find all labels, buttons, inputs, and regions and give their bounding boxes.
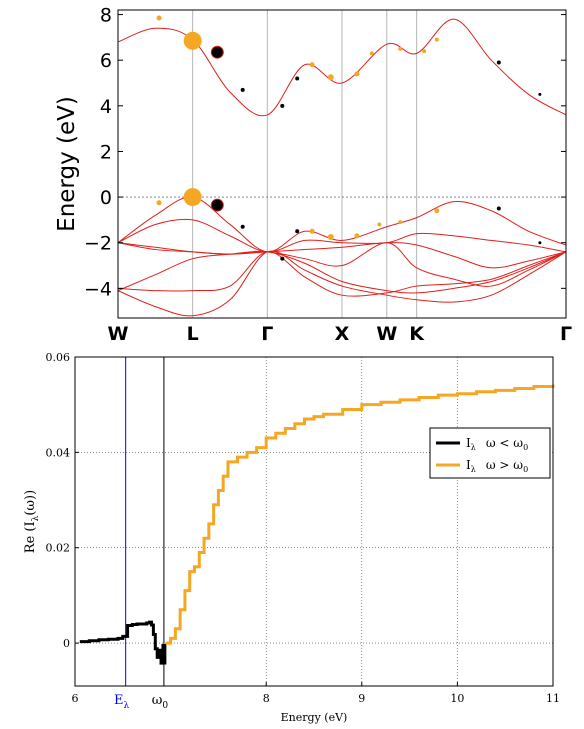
- kpoint-label: K: [409, 323, 425, 345]
- x-tick-label: 8: [263, 692, 270, 705]
- bottom-y-axis-label: Re (Iλ(ω)): [23, 490, 41, 553]
- y-tick-label: 0.06: [46, 351, 71, 364]
- y-label-tail: (ω)): [23, 490, 38, 516]
- band-marker: [354, 233, 360, 239]
- band-marker: [156, 15, 162, 21]
- band-marker: [309, 228, 315, 234]
- band-marker: [434, 37, 439, 42]
- band-line: [117, 242, 567, 287]
- bottom-x-axis-label: Energy (eV): [281, 711, 348, 724]
- bottom-plot-frame: [74, 356, 554, 687]
- legend: Iλ ω < ω0 Iλ ω > ω0: [429, 427, 551, 479]
- bottom-series: [79, 384, 555, 665]
- bottom-x-ticks: 6 8 9 10 11: [72, 682, 560, 705]
- band-marker: [280, 103, 285, 108]
- x-tick-label: 9: [358, 692, 365, 705]
- band-line: [117, 251, 567, 297]
- band-marker: [280, 256, 285, 261]
- top-grid: [118, 10, 566, 318]
- x-tick-label: 10: [450, 692, 464, 705]
- bottom-grid: [75, 356, 553, 686]
- kpoint-label: W: [108, 323, 129, 345]
- band-marker: [210, 45, 224, 59]
- band-line: [117, 250, 567, 294]
- y-tick-label: 0.02: [46, 542, 71, 555]
- y-tick-label: 2: [100, 141, 112, 163]
- y-tick-label: 0: [63, 637, 70, 650]
- top-bands: [117, 18, 567, 317]
- bottom-y-ticks: 0 0.02 0.04 0.06: [46, 351, 79, 650]
- band-marker: [496, 60, 501, 65]
- band-marker: [434, 208, 440, 214]
- y-tick-label: −2: [84, 233, 112, 255]
- y-tick-label: 6: [100, 50, 112, 72]
- band-marker: [156, 200, 162, 206]
- y-tick-label: 4: [100, 96, 112, 118]
- y-tick-label: 8: [100, 5, 112, 27]
- top-markers: [156, 15, 542, 261]
- vline-label: Eλ: [114, 693, 130, 711]
- kpoint-label: Γ: [261, 323, 273, 345]
- x-tick-label: 11: [546, 692, 560, 705]
- kpoint-label: L: [187, 323, 199, 345]
- y-tick-label: −4: [84, 278, 112, 300]
- band-marker: [327, 74, 334, 81]
- y-tick-label: 0: [100, 187, 112, 209]
- top-plot-frame: [117, 9, 567, 319]
- kpoint-label: X: [335, 323, 350, 345]
- band-marker: [327, 234, 334, 241]
- legend-box: [429, 427, 551, 479]
- bottom-vertical-lines: Eλ ω0: [114, 357, 168, 711]
- y-tick-label: 0.04: [46, 446, 71, 459]
- top-y-axis-label: Energy (eV): [54, 96, 80, 232]
- band-line: [117, 250, 567, 317]
- kpoint-label: Γ: [560, 323, 572, 345]
- band-marker: [354, 71, 360, 77]
- band-marker: [422, 49, 427, 54]
- band-marker: [183, 188, 202, 207]
- band-marker: [538, 92, 542, 96]
- band-marker: [398, 46, 403, 51]
- vline-label: ω0: [152, 693, 169, 711]
- series-line: [165, 384, 555, 645]
- band-marker: [538, 241, 542, 245]
- response-chart: Eλ ω0 0 0.02 0.04 0.06 6 8 9 10 11 Energy (eV) R…: [23, 351, 560, 724]
- band-marker: [240, 87, 245, 92]
- band-marker: [377, 222, 382, 227]
- band-marker: [309, 62, 315, 68]
- band-marker: [295, 229, 300, 234]
- kpoint-label: W: [376, 323, 397, 345]
- band-line: [117, 218, 567, 253]
- y-label-main: Re (I: [23, 521, 38, 553]
- y-label-sub: λ: [31, 515, 41, 521]
- band-marker: [240, 224, 245, 229]
- legend-entry: Iλ ω < ω0: [466, 436, 528, 452]
- band-marker: [295, 76, 300, 81]
- band-marker: [398, 220, 403, 225]
- top-y-ticks: −4 −2 0 2 4 6 8: [84, 5, 566, 300]
- band-marker: [183, 31, 202, 50]
- legend-entry: Iλ ω > ω0: [466, 458, 528, 474]
- series-line: [79, 620, 167, 665]
- band-marker: [210, 198, 224, 212]
- band-marker: [496, 206, 501, 211]
- x-tick-label: 6: [72, 692, 79, 705]
- band-marker: [369, 51, 374, 56]
